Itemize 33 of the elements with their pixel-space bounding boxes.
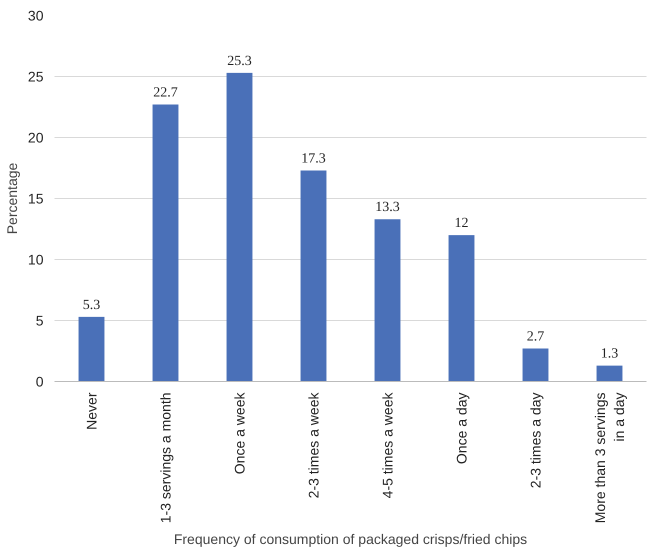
x-tick-label: 4-5 times a week bbox=[380, 392, 396, 498]
y-axis-title: Percentage bbox=[4, 162, 20, 234]
bar bbox=[596, 366, 622, 382]
bar bbox=[374, 219, 400, 382]
y-tick-label: 10 bbox=[28, 252, 44, 268]
x-tick-label: More than 3 servings in a day bbox=[592, 392, 628, 524]
bar bbox=[300, 170, 326, 382]
bar bbox=[78, 316, 104, 382]
data-label: 25.3 bbox=[227, 54, 252, 69]
bar bbox=[448, 235, 474, 382]
y-tick-label: 30 bbox=[28, 8, 44, 24]
bar bbox=[152, 104, 178, 382]
x-tick-label: Once a day bbox=[454, 392, 470, 464]
bar bbox=[522, 348, 548, 382]
bar bbox=[226, 72, 252, 382]
data-label: 22.7 bbox=[153, 86, 178, 101]
y-tick-label: 25 bbox=[28, 68, 44, 84]
x-axis-title: Frequency of consumption of packaged crisps/fried chips bbox=[174, 531, 528, 548]
x-tick-label: 1-3 servings a month bbox=[158, 392, 174, 524]
y-tick-label: 0 bbox=[36, 374, 44, 390]
data-label: 17.3 bbox=[301, 151, 326, 166]
x-tick-label: Never bbox=[84, 392, 100, 430]
data-label: 5.3 bbox=[82, 298, 100, 313]
data-label: 1.3 bbox=[600, 346, 618, 362]
x-tick-label: 2-3 times a week bbox=[306, 392, 322, 498]
y-tick-label: 5 bbox=[36, 312, 44, 328]
y-tick-label: 20 bbox=[28, 130, 44, 146]
x-tick-label: Once a week bbox=[232, 392, 248, 474]
data-label: 12 bbox=[454, 216, 468, 232]
y-tick-label: 15 bbox=[28, 190, 44, 206]
data-label: 2.7 bbox=[526, 330, 544, 345]
x-tick-label: 2-3 times a day bbox=[528, 392, 544, 488]
data-label: 13.3 bbox=[375, 200, 400, 216]
